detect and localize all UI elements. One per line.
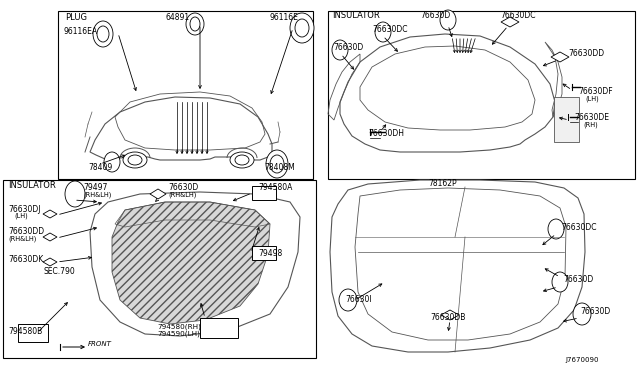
Text: INSULATOR: INSULATOR	[332, 10, 380, 19]
Ellipse shape	[375, 22, 391, 42]
Text: 794580(RH): 794580(RH)	[157, 324, 201, 330]
Text: 76630DK: 76630DK	[8, 256, 44, 264]
Polygon shape	[43, 233, 57, 241]
Text: 794590(LH): 794590(LH)	[157, 331, 200, 337]
Text: J7670090: J7670090	[565, 357, 598, 363]
Bar	[554, 97, 579, 142]
Polygon shape	[551, 52, 569, 62]
Text: 76630I: 76630I	[345, 295, 372, 305]
Polygon shape	[112, 202, 270, 324]
Ellipse shape	[123, 152, 147, 168]
Text: 79497: 79497	[83, 183, 108, 192]
Ellipse shape	[339, 289, 357, 311]
Bar	[3, 180, 316, 358]
Text: 76630D: 76630D	[420, 12, 451, 20]
Text: (RH&LH): (RH&LH)	[83, 192, 111, 198]
Ellipse shape	[573, 303, 591, 325]
Text: (LH): (LH)	[585, 96, 599, 102]
Text: 76630D: 76630D	[168, 183, 198, 192]
Ellipse shape	[97, 26, 109, 42]
Text: 78162P: 78162P	[428, 180, 456, 189]
Ellipse shape	[186, 13, 204, 35]
Text: 76630DJ: 76630DJ	[8, 205, 40, 214]
Text: 78408M: 78408M	[264, 164, 295, 173]
Text: (RH&LH): (RH&LH)	[8, 236, 36, 242]
Text: 76630DC: 76630DC	[372, 26, 408, 35]
Text: 76630D: 76630D	[580, 308, 611, 317]
Text: 76630DD: 76630DD	[8, 228, 44, 237]
Bar	[18, 324, 48, 342]
Ellipse shape	[548, 219, 564, 239]
Text: 794580B: 794580B	[8, 327, 42, 337]
Text: PLUG: PLUG	[65, 13, 87, 22]
Text: 76630DF: 76630DF	[578, 87, 612, 96]
Bar	[252, 246, 276, 260]
Text: 76630D: 76630D	[333, 42, 364, 51]
Ellipse shape	[440, 10, 456, 30]
Text: 78409: 78409	[88, 163, 112, 171]
Ellipse shape	[128, 155, 142, 165]
Text: 76630DC: 76630DC	[500, 12, 536, 20]
Text: 96116E: 96116E	[270, 13, 299, 22]
Polygon shape	[441, 310, 459, 320]
Bar	[200, 318, 238, 338]
Polygon shape	[43, 210, 57, 218]
Bar	[58, 11, 313, 179]
Text: 76630DH: 76630DH	[368, 129, 404, 138]
Text: 794580A: 794580A	[258, 183, 292, 192]
Text: 64891: 64891	[165, 13, 189, 22]
Polygon shape	[501, 17, 519, 27]
Ellipse shape	[235, 155, 249, 165]
Text: (RH&LH): (RH&LH)	[168, 192, 196, 198]
Text: SEC.790: SEC.790	[43, 267, 75, 276]
Text: (RH): (RH)	[583, 122, 598, 128]
Text: 76630D: 76630D	[563, 276, 593, 285]
Text: INSULATOR: INSULATOR	[8, 180, 56, 189]
Ellipse shape	[93, 21, 113, 47]
Text: (LH): (LH)	[14, 213, 28, 219]
Text: FRONT: FRONT	[88, 341, 112, 347]
Bar	[252, 186, 276, 200]
Polygon shape	[150, 189, 166, 199]
Ellipse shape	[104, 152, 120, 172]
Text: 76630DD: 76630DD	[568, 49, 604, 58]
Ellipse shape	[295, 19, 309, 37]
Text: 79498: 79498	[258, 250, 282, 259]
Ellipse shape	[230, 152, 254, 168]
Text: 76630DB: 76630DB	[430, 312, 465, 321]
Ellipse shape	[332, 40, 348, 60]
Ellipse shape	[552, 272, 568, 292]
Ellipse shape	[65, 181, 85, 207]
Text: 76630DC: 76630DC	[561, 222, 596, 231]
Polygon shape	[43, 258, 57, 266]
Ellipse shape	[290, 13, 314, 43]
Text: 96116EA: 96116EA	[63, 28, 97, 36]
Ellipse shape	[190, 17, 200, 31]
Ellipse shape	[270, 155, 284, 173]
Bar	[328, 11, 635, 179]
Ellipse shape	[266, 150, 288, 178]
Text: 76630DE: 76630DE	[574, 113, 609, 122]
